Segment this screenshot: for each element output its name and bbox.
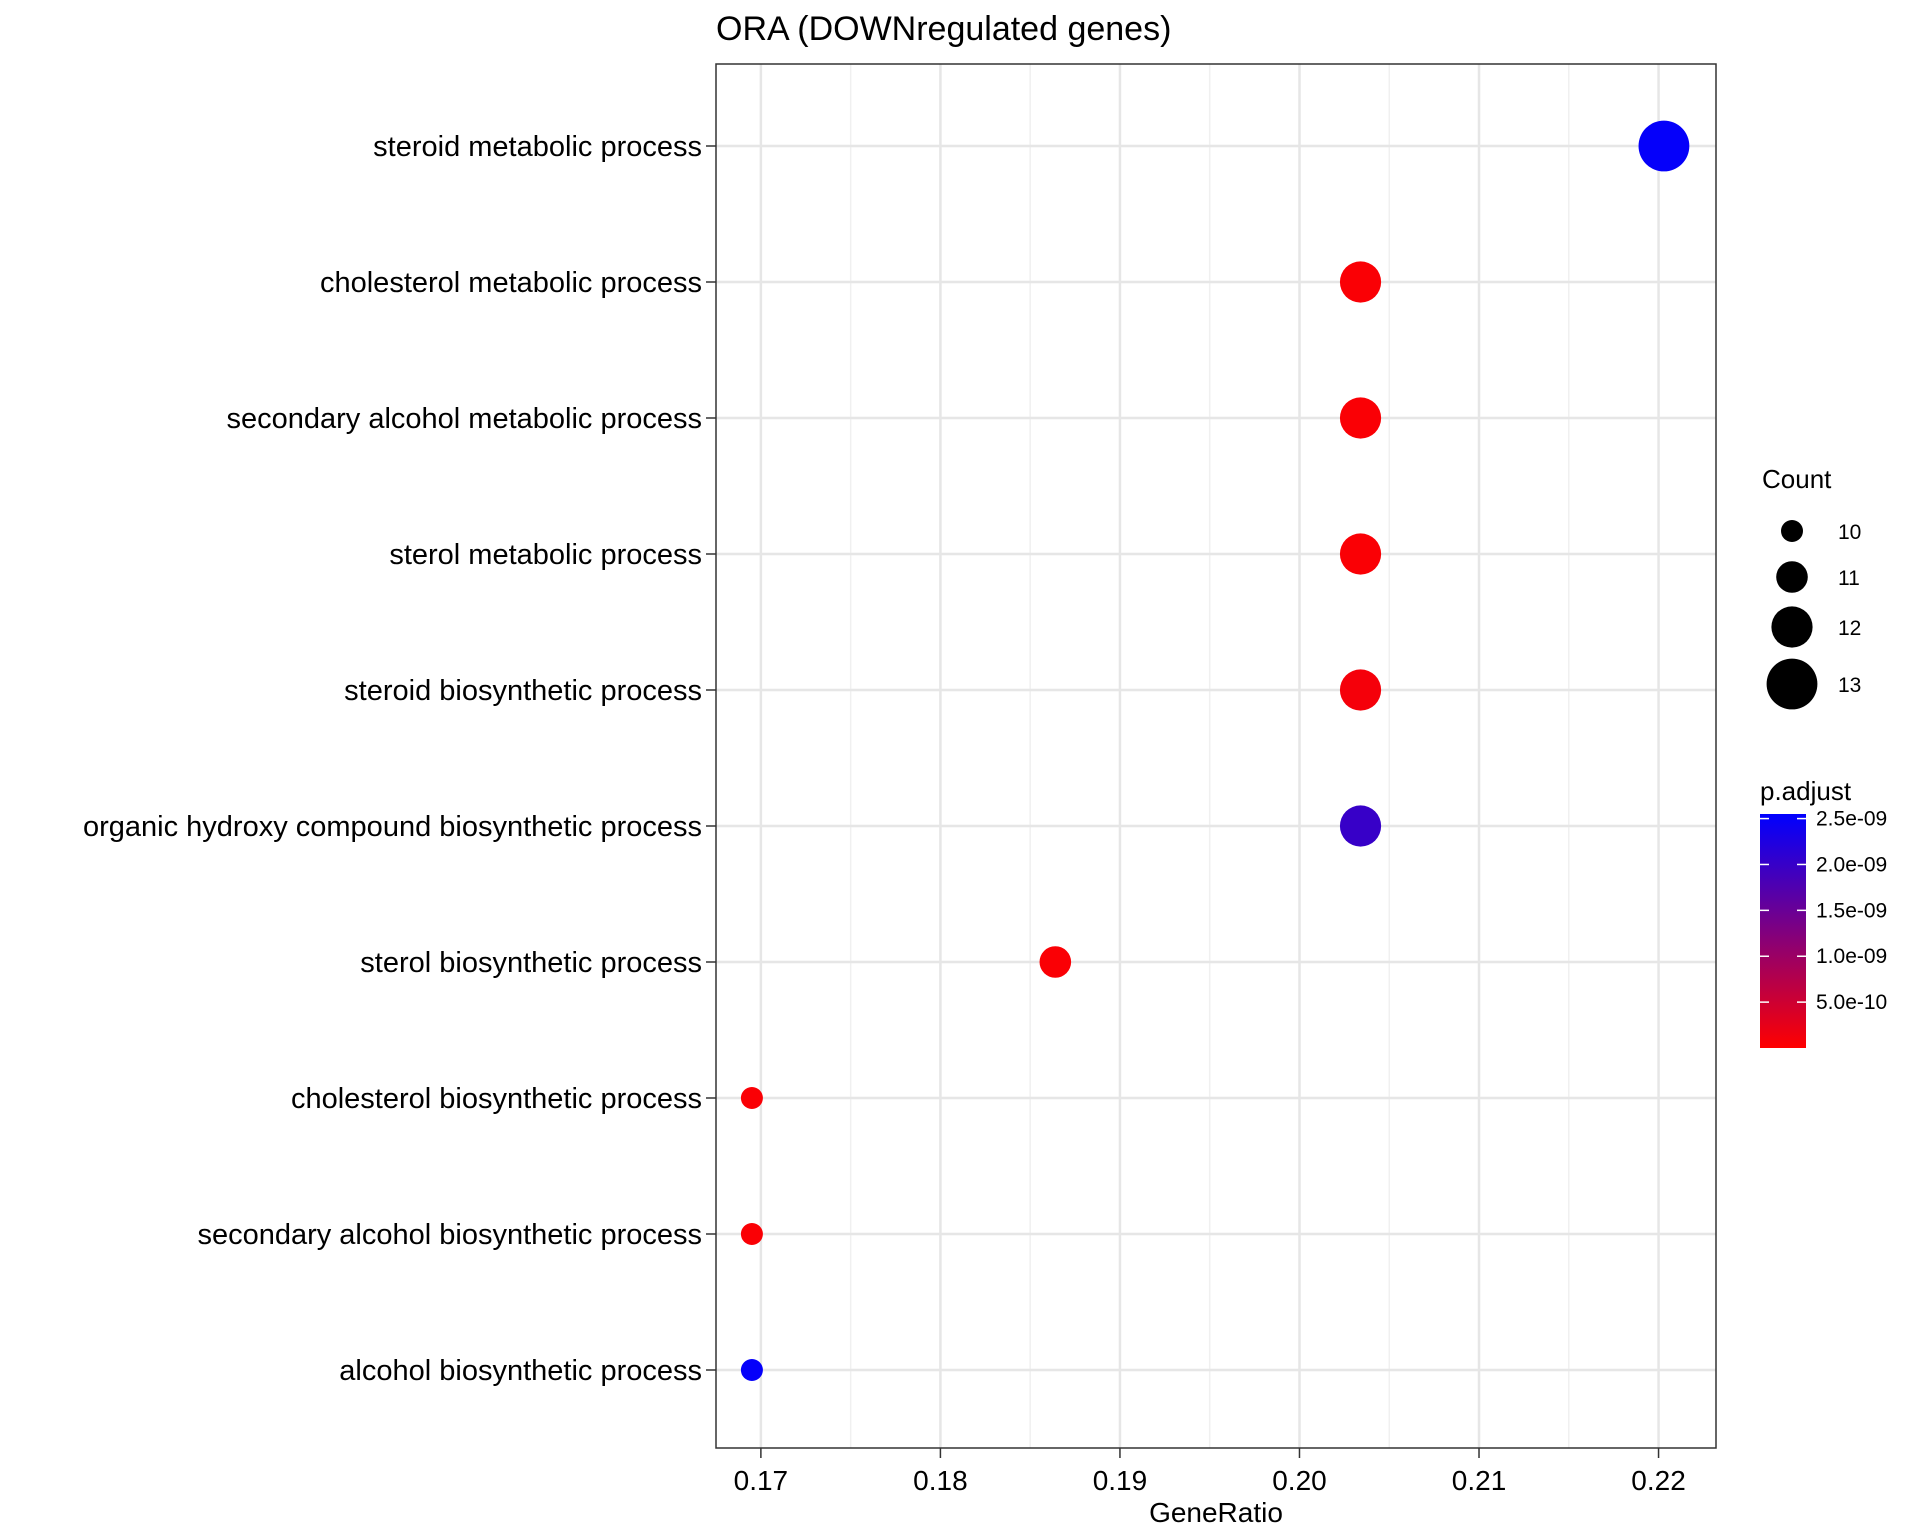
size-legend-key [1776,561,1808,593]
y-tick-label: steroid biosynthetic process [344,675,702,707]
x-axis: 0.17 0.18 0.19 0.20 0.21 0.22 [734,1448,1686,1496]
x-tick-label: 0.21 [1452,1465,1507,1496]
size-legend-title: Count [1762,464,1832,494]
size-legend-key [1781,520,1803,542]
color-legend-title: p.adjust [1760,776,1852,806]
data-points [740,120,1690,1381]
x-tick-label: 0.19 [1093,1465,1148,1496]
y-tick-label: steroid metabolic process [373,131,702,163]
x-axis-title: GeneRatio [1149,1497,1283,1528]
data-point [1339,261,1382,303]
size-legend-label: 13 [1838,674,1861,697]
data-point [740,1087,763,1109]
y-tick-label: alcohol biosynthetic process [339,1355,702,1387]
y-tick-label: organic hydroxy compound biosynthetic pr… [83,811,702,843]
size-legend-key [1771,606,1813,648]
size-legend-label: 12 [1838,617,1861,640]
plot-panel [716,64,1716,1448]
data-point [1339,397,1382,439]
size-legend-key [1766,658,1818,710]
color-bar [1760,814,1806,1048]
y-tick-label: cholesterol metabolic process [320,267,702,299]
y-tick-label: secondary alcohol metabolic process [226,403,702,435]
plot-border [715,63,1717,1449]
data-point [740,1359,763,1381]
y-tick-label: secondary alcohol biosynthetic process [197,1219,702,1251]
x-tick-label: 0.22 [1631,1465,1686,1496]
color-legend-label: 1.5e-09 [1816,899,1887,922]
color-legend-label: 2.0e-09 [1816,853,1887,876]
y-tick-label: sterol metabolic process [389,539,702,571]
x-tick-label: 0.18 [913,1465,968,1496]
x-tick-label: 0.20 [1272,1465,1327,1496]
data-point [1638,120,1690,172]
color-legend-label: 1.0e-09 [1816,945,1887,968]
data-point [1339,669,1382,711]
data-point [1339,805,1382,847]
color-legend-label: 5.0e-10 [1816,991,1887,1014]
data-point [740,1223,763,1245]
y-tick-label: sterol biosynthetic process [360,947,702,979]
x-tick-label: 0.17 [734,1465,789,1496]
chart-title: ORA (DOWNregulated genes) [716,10,1171,48]
y-axis: steroid metabolic process cholesterol met… [83,131,716,1387]
data-point [1339,533,1382,575]
size-legend: Count 10 11 12 13 [1762,464,1861,710]
y-tick-label: cholesterol biosynthetic process [291,1083,702,1115]
data-point [1039,946,1072,978]
size-legend-label: 10 [1838,521,1861,544]
size-legend-label: 11 [1838,567,1860,590]
color-legend-label: 2.5e-09 [1816,808,1887,831]
grid-lines [716,64,1716,1448]
